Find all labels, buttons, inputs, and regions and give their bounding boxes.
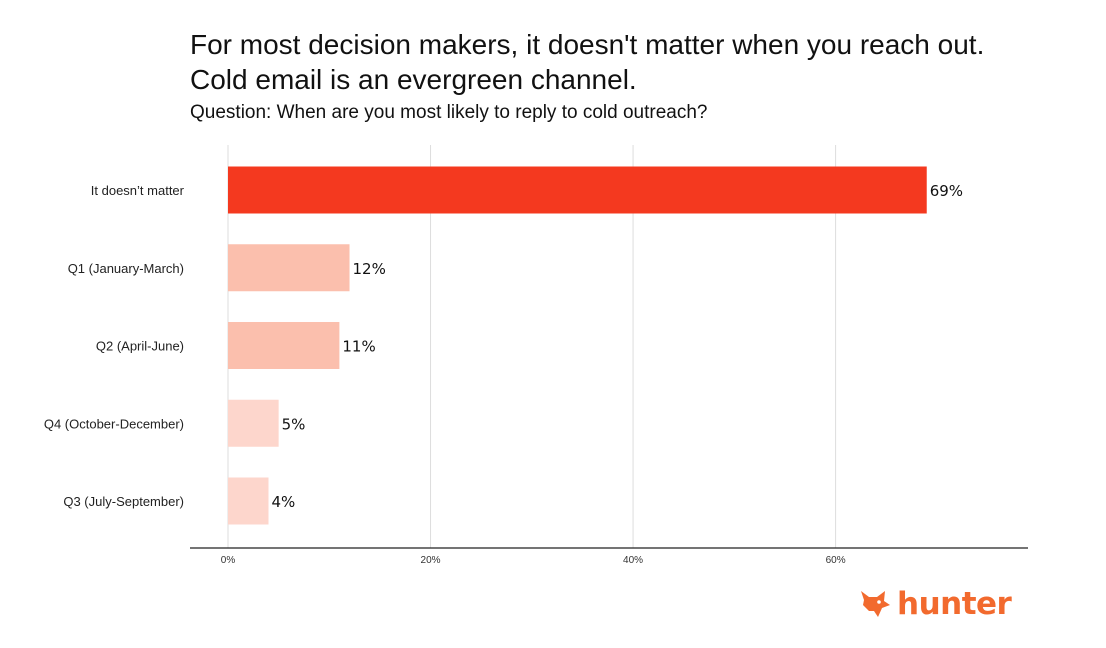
category-label: It doesn’t matter (91, 183, 185, 198)
category-label: Q2 (April-June) (96, 339, 184, 354)
category-label: Q3 (July-September) (63, 494, 184, 509)
hunter-logo: hunter (858, 586, 1012, 622)
category-label: Q1 (January-March) (68, 261, 184, 276)
bar (228, 244, 350, 292)
bar (228, 166, 927, 214)
bars (228, 166, 927, 525)
value-label: 5% (282, 415, 306, 433)
bar (228, 322, 340, 369)
value-label: 69% (930, 182, 963, 200)
bar (228, 477, 269, 525)
chart-title-line-2: Cold email is an evergreen channel. (190, 64, 637, 95)
fox-head-icon (861, 591, 890, 617)
logo-text: hunter (897, 586, 1012, 622)
value-label: 4% (272, 493, 296, 511)
x-tick-label: 20% (421, 555, 441, 566)
chart-subtitle: Question: When are you most likely to re… (190, 102, 708, 123)
x-tick-label: 0% (221, 555, 236, 566)
x-tick-label: 60% (826, 555, 846, 566)
x-tick-label: 40% (623, 555, 643, 566)
category-label: Q4 (October-December) (44, 416, 184, 431)
chart-title-line-1: For most decision makers, it doesn't mat… (190, 29, 985, 60)
chart-title: For most decision makers, it doesn't mat… (190, 27, 1090, 97)
labels: 0% 20% 40% 60% It doesn’t matter 69% Q1 (Janua… (44, 182, 963, 566)
value-label: 12% (353, 260, 386, 278)
value-label: 11% (342, 338, 375, 356)
bar (228, 399, 279, 447)
